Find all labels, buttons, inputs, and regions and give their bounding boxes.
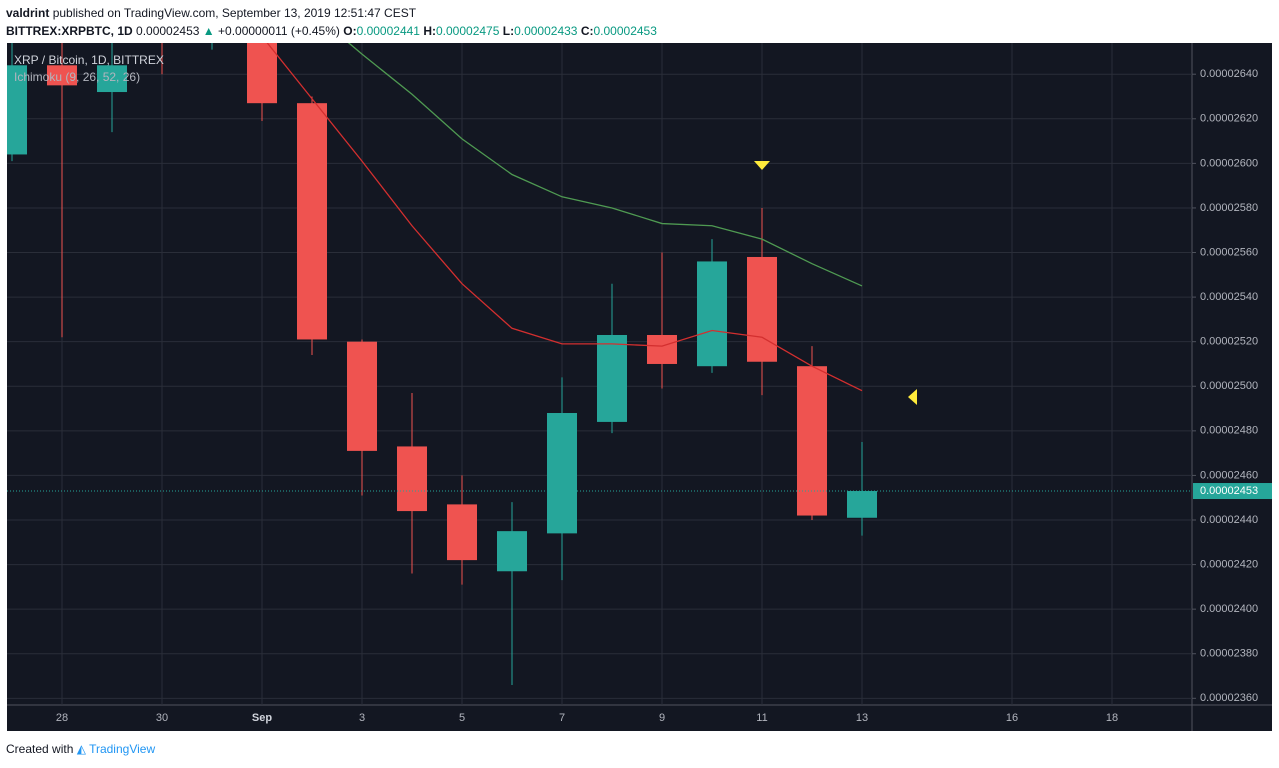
ohlc-value: 0.00002453 xyxy=(593,24,657,38)
ohlc-c: C:0.00002453 xyxy=(581,24,657,38)
footer: Created with ◭ TradingView xyxy=(6,742,155,756)
x-tick-label: 11 xyxy=(756,712,767,724)
y-tick-label: 0.00002620 xyxy=(1200,113,1258,125)
published: published on TradingView.com, September … xyxy=(52,6,417,20)
chart-background xyxy=(7,43,1272,731)
candle-body xyxy=(247,43,277,104)
brand[interactable]: ◭ TradingView xyxy=(76,742,156,756)
symbol: BITTREX:XRPBTC, 1D xyxy=(6,24,133,38)
candle-body xyxy=(497,531,527,572)
y-tick-label: 0.00002520 xyxy=(1200,336,1258,348)
y-tick-label: 0.00002580 xyxy=(1200,202,1258,214)
ohlc-value: 0.00002433 xyxy=(514,24,578,38)
x-tick-label: 5 xyxy=(459,712,465,724)
indicator-line xyxy=(347,43,863,287)
x-tick-label: Sep xyxy=(252,712,272,724)
y-tick-label: 0.00002560 xyxy=(1200,246,1258,258)
x-tick-label: 16 xyxy=(1006,712,1018,724)
last-price-label: 0.00002453 xyxy=(1200,485,1258,497)
candle-body xyxy=(147,7,177,34)
x-tick-label: 30 xyxy=(156,712,168,724)
ohlc-h: H:0.00002475 xyxy=(423,24,499,38)
candle-body xyxy=(747,256,777,362)
up-arrow: ▲ xyxy=(202,24,215,38)
ohlc-l: L:0.00002433 xyxy=(503,24,578,38)
created: Created with xyxy=(6,742,74,756)
plot xyxy=(7,7,1192,685)
brand-text[interactable]: TradingView xyxy=(89,742,156,756)
y-tick-label: 0.00002540 xyxy=(1200,291,1258,303)
chart-title: XRP / Bitcoin, 1D, BITTREX xyxy=(14,53,164,67)
indicator-line xyxy=(266,43,863,392)
indicator-label[interactable]: Ichimoku (9, 26, 52, 26) xyxy=(14,70,140,84)
ohlc-value: 0.00002441 xyxy=(356,24,420,38)
x-tick-label: 3 xyxy=(359,712,365,724)
candle-body xyxy=(697,261,727,367)
candle-body xyxy=(647,334,677,364)
candle-body xyxy=(597,334,627,422)
y-tick-label: 0.00002460 xyxy=(1200,469,1258,481)
candle-body xyxy=(447,504,477,561)
ohlc-value: 0.00002475 xyxy=(436,24,500,38)
marker-left xyxy=(908,389,917,405)
header-line-2: BITTREX:XRPBTC, 1D 0.00002453 ▲ +0.00000… xyxy=(6,22,657,40)
x-tick-label: 13 xyxy=(856,712,868,724)
candle-body xyxy=(197,7,227,18)
candle-body xyxy=(797,366,827,516)
marker-down xyxy=(754,161,770,170)
axes: 0.00002360 0.00002380 0.00002400 0.00002420… xyxy=(56,68,1272,724)
candle-body xyxy=(397,446,427,512)
y-tick-label: 0.00002400 xyxy=(1200,603,1258,615)
x-tick-label: 7 xyxy=(559,712,565,724)
candle-body xyxy=(347,341,377,451)
candle-body xyxy=(847,491,877,518)
header-line-1: valdrint published on TradingView.com, S… xyxy=(6,4,657,22)
x-tick-label: 9 xyxy=(659,712,665,724)
y-tick-label: 0.00002360 xyxy=(1200,692,1258,704)
ohlc-o: O:0.00002441 xyxy=(343,24,420,38)
y-tick-label: 0.00002480 xyxy=(1200,425,1258,437)
y-tick-label: 0.00002600 xyxy=(1200,157,1258,169)
candle-body xyxy=(547,413,577,534)
y-tick-label: 0.00002500 xyxy=(1200,380,1258,392)
last-price-box xyxy=(1193,483,1272,500)
ohlc-label: L: xyxy=(502,24,515,38)
x-tick-label: 28 xyxy=(56,712,68,724)
ohlc-label: O: xyxy=(343,24,357,38)
last: 0.00002453 xyxy=(136,24,200,38)
x-tick-label: 18 xyxy=(1106,712,1118,724)
ohlc-label: C: xyxy=(580,24,594,38)
change: +0.00000011 (+0.45%) xyxy=(218,24,340,38)
y-tick-label: 0.00002420 xyxy=(1200,558,1258,570)
y-tick-label: 0.00002380 xyxy=(1200,648,1258,660)
author[interactable]: valdrint xyxy=(6,6,50,20)
candle-body xyxy=(7,65,27,155)
candle-body xyxy=(297,103,327,340)
y-tick-label: 0.00002640 xyxy=(1200,68,1258,80)
y-tick-label: 0.00002440 xyxy=(1200,514,1258,526)
ohlc-label: H: xyxy=(423,24,436,38)
candle-body xyxy=(47,65,77,86)
candle-body xyxy=(97,65,127,93)
header: valdrint published on TradingView.com, S… xyxy=(6,4,657,40)
